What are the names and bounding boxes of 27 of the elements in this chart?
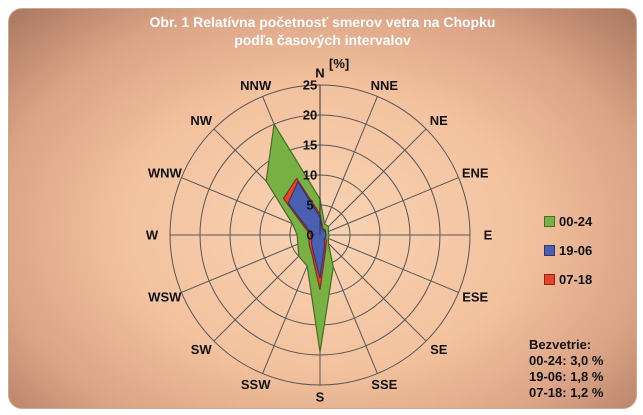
text: 19-06: 1,8 % xyxy=(529,369,604,385)
text: 00-24: 3,0 % xyxy=(529,353,604,369)
spoke-label: SSE xyxy=(371,377,398,392)
legend-label: 07-18 xyxy=(559,272,592,287)
spoke-label: S xyxy=(316,390,325,404)
spoke-label: SW xyxy=(190,342,212,358)
spoke-label: NNW xyxy=(240,78,272,93)
chart-title: Obr. 1 Relatívna početnosť smerov vetra na Chopku podľa časových intervalov xyxy=(148,13,496,49)
spoke-label: ESE xyxy=(462,289,489,304)
spoke-label: W xyxy=(146,228,159,242)
spoke-label: WNW xyxy=(148,166,182,181)
text: [%] xyxy=(329,56,350,71)
y-tick-label: 0 xyxy=(306,228,314,242)
spoke-label: NNE xyxy=(370,78,398,93)
text: Bezvetrie: xyxy=(529,337,592,353)
spoke-label: WSW xyxy=(148,289,182,304)
spoke-label: SE xyxy=(430,342,448,358)
spoke-label: E xyxy=(484,228,493,242)
legend-label: 00-24 xyxy=(559,214,592,229)
text: 07-18: 1,2 % xyxy=(529,385,604,401)
spoke-label: NW xyxy=(190,112,213,128)
spoke-label: NE xyxy=(430,112,448,128)
spoke-label: ENE xyxy=(462,166,489,181)
legend-label: 19-06 xyxy=(559,243,592,258)
spoke-label: SSW xyxy=(240,377,272,392)
y-tick-label: 5 xyxy=(306,198,314,212)
spoke-label: N xyxy=(315,66,325,80)
